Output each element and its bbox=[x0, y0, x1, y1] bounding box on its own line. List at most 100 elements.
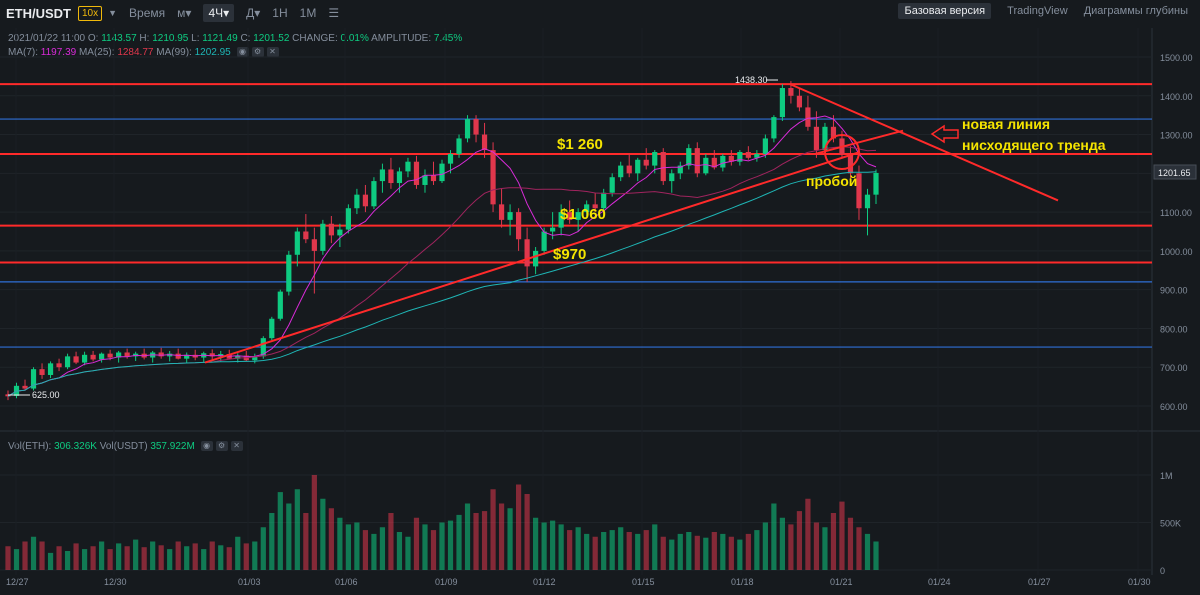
volume-bar bbox=[618, 527, 624, 570]
volume-bar bbox=[328, 508, 334, 570]
volume-bar bbox=[320, 498, 326, 570]
x-tick-label: 01/03 bbox=[238, 577, 261, 587]
candle-body bbox=[64, 356, 71, 368]
volume-bar bbox=[737, 539, 743, 570]
vol-usdt-label: Vol(USDT) bbox=[99, 441, 148, 452]
close-icon[interactable]: ✕ bbox=[266, 47, 279, 58]
volume-bar bbox=[167, 549, 173, 570]
ma25-value: 1284.77 bbox=[117, 47, 154, 58]
volume-bar bbox=[686, 532, 692, 570]
volume-bar bbox=[141, 547, 147, 570]
volume-bar bbox=[124, 546, 130, 570]
candle-body bbox=[873, 172, 879, 195]
candle-body bbox=[771, 117, 777, 139]
label-new-trend-2: нисходящего тренда bbox=[962, 137, 1106, 153]
interval-1w[interactable]: 1Н bbox=[272, 6, 288, 20]
toolbar: ETH/USDT 10x ▼ Время м▾ 4Ч▾ Д▾ 1Н 1М ☰ Б… bbox=[0, 0, 1200, 26]
tab-basic[interactable]: Базовая версия bbox=[898, 3, 992, 19]
volume-bar bbox=[396, 532, 403, 570]
volume-bar bbox=[175, 541, 181, 570]
candle-body bbox=[22, 385, 28, 389]
eye-icon[interactable]: ◉ bbox=[236, 47, 249, 58]
chevron-down-icon[interactable]: ▼ bbox=[108, 8, 118, 18]
volume-bar bbox=[515, 484, 522, 570]
candle-body bbox=[56, 363, 62, 368]
candle-body bbox=[413, 161, 420, 185]
ma7-value: 1197.39 bbox=[40, 47, 77, 58]
volume-bar bbox=[345, 524, 351, 570]
volume-bar bbox=[796, 511, 803, 570]
x-tick-label: 01/15 bbox=[632, 577, 655, 587]
ma99-line bbox=[7, 171, 877, 397]
ohlc-o: 1143.57 bbox=[101, 33, 137, 44]
tab-tradingview[interactable]: TradingView bbox=[1007, 5, 1068, 17]
volume-bar bbox=[813, 522, 820, 570]
gear-icon[interactable]: ⚙ bbox=[251, 47, 264, 58]
price-tick-label: 1500.00 bbox=[1160, 53, 1193, 63]
volume-bar bbox=[830, 513, 837, 570]
volume-bar bbox=[524, 494, 530, 570]
volume-bar bbox=[90, 546, 96, 570]
candle-body bbox=[277, 291, 283, 319]
candle-body bbox=[328, 223, 334, 236]
interval-minutes[interactable]: м▾ bbox=[177, 6, 192, 20]
candle-body bbox=[345, 208, 351, 230]
price-tick-label: 1400.00 bbox=[1160, 92, 1193, 102]
ohlc-c-label: C: bbox=[240, 33, 251, 44]
candle-body bbox=[184, 354, 190, 359]
candle-body bbox=[81, 354, 88, 363]
x-tick-label: 12/30 bbox=[104, 577, 127, 587]
x-tick-label: 01/06 bbox=[335, 577, 358, 587]
eye-icon[interactable]: ◉ bbox=[200, 441, 213, 452]
volume-bar bbox=[720, 533, 726, 570]
settings-sliders-icon[interactable]: ☰ bbox=[328, 6, 340, 20]
volume-bar bbox=[260, 527, 266, 570]
interval-4h[interactable]: 4Ч▾ bbox=[203, 4, 235, 22]
interval-day[interactable]: Д▾ bbox=[246, 6, 261, 20]
candle-body bbox=[796, 95, 803, 108]
x-tick-label: 01/18 bbox=[731, 577, 754, 587]
volume-bar bbox=[873, 541, 879, 570]
volume-bar bbox=[64, 551, 71, 570]
candle-body bbox=[39, 369, 45, 375]
volume-bar bbox=[609, 530, 615, 570]
volume-bar bbox=[856, 527, 862, 570]
candle-body bbox=[337, 229, 343, 236]
volume-bar bbox=[558, 524, 564, 570]
close-icon[interactable]: ✕ bbox=[230, 441, 243, 452]
high-marker-label: 1438.30 bbox=[735, 75, 768, 85]
volume-bar bbox=[464, 503, 471, 570]
candle-body bbox=[592, 204, 598, 209]
volume-bar bbox=[413, 517, 420, 570]
ma-legend: MA(7): 1197.39 MA(25): 1284.77 MA(99): 1… bbox=[8, 47, 279, 58]
ohlc-l: 1121.49 bbox=[202, 33, 238, 44]
ma25-label: MA(25): bbox=[78, 47, 115, 58]
volume-bar bbox=[430, 530, 437, 570]
price-tick-label: 900.00 bbox=[1160, 286, 1188, 296]
tab-depth[interactable]: Диаграммы глубины bbox=[1083, 5, 1188, 17]
view-tabs: Базовая версия TradingView Диаграммы глу… bbox=[898, 3, 1188, 19]
volume-bar bbox=[473, 513, 479, 570]
volume-bar bbox=[584, 533, 590, 570]
candle-body bbox=[779, 88, 785, 118]
candle-body bbox=[175, 353, 181, 359]
candle-body bbox=[158, 352, 164, 357]
gear-icon[interactable]: ⚙ bbox=[215, 441, 228, 452]
interval-1m[interactable]: 1М bbox=[299, 6, 317, 20]
interval-time[interactable]: Время bbox=[129, 6, 166, 20]
volume-bar bbox=[847, 517, 854, 570]
x-tick-label: 01/12 bbox=[533, 577, 556, 587]
candle-body bbox=[498, 204, 505, 220]
pair-selector[interactable]: ETH/USDT bbox=[6, 5, 71, 21]
volume-bar bbox=[762, 522, 768, 570]
volume-bar bbox=[711, 532, 717, 570]
candle-body bbox=[124, 352, 130, 357]
volume-bar bbox=[575, 527, 581, 570]
candle-body bbox=[252, 356, 258, 361]
candle-body bbox=[754, 153, 760, 158]
candle-body bbox=[694, 148, 700, 174]
volume-bar bbox=[311, 475, 317, 570]
candle-body bbox=[371, 181, 377, 207]
volume-bar bbox=[99, 541, 105, 570]
